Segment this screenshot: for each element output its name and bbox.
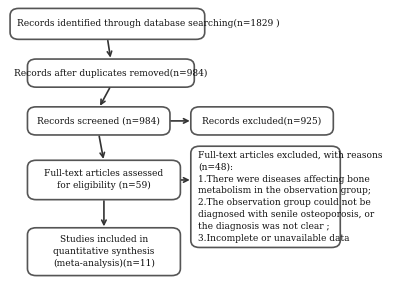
FancyBboxPatch shape <box>191 107 333 135</box>
Text: Records after duplicates removed(n=984): Records after duplicates removed(n=984) <box>14 68 208 78</box>
Text: Records identified through database searching(n=1829 ): Records identified through database sear… <box>17 19 280 28</box>
Text: Full-text articles excluded, with reasons
(n=48):
1.There were diseases affectin: Full-text articles excluded, with reason… <box>198 151 382 243</box>
FancyBboxPatch shape <box>28 228 180 275</box>
FancyBboxPatch shape <box>28 107 170 135</box>
FancyBboxPatch shape <box>28 160 180 200</box>
Text: Full-text articles assessed
for eligibility (n=59): Full-text articles assessed for eligibil… <box>44 170 164 191</box>
Text: Records screened (n=984): Records screened (n=984) <box>37 116 160 126</box>
Text: Studies included in
quantitative synthesis
(meta-analysis)(n=11): Studies included in quantitative synthes… <box>53 235 155 268</box>
FancyBboxPatch shape <box>28 59 194 87</box>
FancyBboxPatch shape <box>10 9 205 39</box>
FancyBboxPatch shape <box>191 146 340 247</box>
Text: Records excluded(n=925): Records excluded(n=925) <box>202 116 322 126</box>
